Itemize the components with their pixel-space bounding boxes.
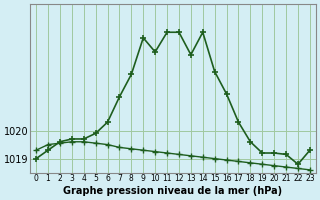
X-axis label: Graphe pression niveau de la mer (hPa): Graphe pression niveau de la mer (hPa)	[63, 186, 283, 196]
